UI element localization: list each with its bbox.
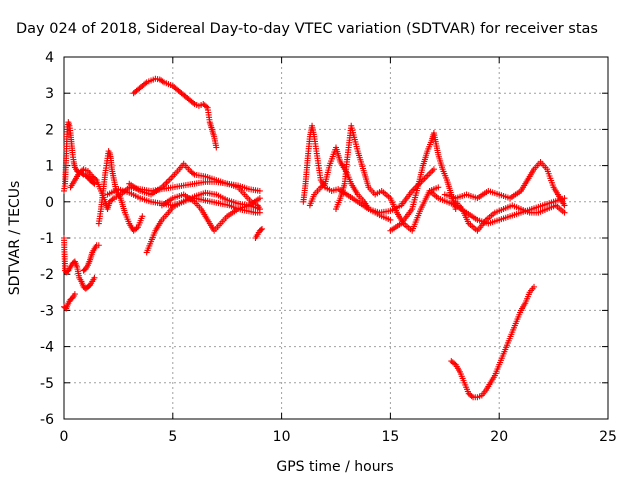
data-point bbox=[430, 166, 437, 173]
y-axis-label: SDTVAR / TECUs bbox=[7, 181, 23, 296]
series-arc-n bbox=[306, 144, 394, 223]
series-arc-p bbox=[387, 130, 459, 234]
y-tick-label: -6 bbox=[40, 412, 54, 428]
data-point bbox=[213, 144, 220, 151]
series-arc-j bbox=[61, 291, 78, 312]
data-point bbox=[259, 225, 266, 232]
series-arc-a bbox=[61, 119, 98, 194]
data-point bbox=[139, 213, 146, 220]
data-point bbox=[257, 226, 264, 233]
x-tick-label: 25 bbox=[599, 429, 617, 445]
y-tick-label: -5 bbox=[40, 376, 54, 392]
data-point bbox=[435, 184, 442, 191]
y-tick-label: 1 bbox=[45, 159, 54, 175]
y-tick-label: 0 bbox=[45, 195, 54, 211]
tick-labels: 0 5 10 15 20 25 -6 -5 -4 -3 -2 -1 0 1 2 3 4 bbox=[40, 50, 617, 445]
y-tick-label: -4 bbox=[40, 340, 54, 356]
y-tick-label: 3 bbox=[45, 86, 54, 102]
series-arc-h bbox=[252, 225, 266, 241]
data-point bbox=[561, 209, 568, 216]
x-axis-label: GPS time / hours bbox=[276, 459, 393, 475]
data-point bbox=[95, 242, 102, 249]
data-point bbox=[531, 283, 538, 290]
x-tick-label: 15 bbox=[381, 429, 399, 445]
data-point bbox=[256, 187, 263, 194]
series-arc-l bbox=[130, 75, 220, 151]
y-tick-label: 2 bbox=[45, 122, 54, 138]
series-arc-o bbox=[333, 122, 442, 234]
data-point bbox=[387, 216, 394, 223]
y-tick-label: -2 bbox=[40, 267, 54, 283]
series-arc-i bbox=[61, 235, 98, 292]
y-tick-label: -3 bbox=[40, 303, 54, 319]
grid bbox=[64, 57, 608, 419]
chart-title: Day 024 of 2018, Sidereal Day-to-day VTE… bbox=[16, 21, 598, 37]
series-arc-e bbox=[126, 160, 263, 213]
series-arc-r bbox=[441, 158, 568, 209]
data-point bbox=[91, 274, 98, 281]
series-arc-t bbox=[448, 283, 538, 401]
x-tick-label: 10 bbox=[273, 429, 291, 445]
series-arc-k bbox=[80, 242, 102, 274]
y-tick-label: 4 bbox=[45, 50, 54, 66]
x-tick-label: 20 bbox=[490, 429, 508, 445]
x-tick-label: 0 bbox=[60, 429, 69, 445]
y-tick-label: -1 bbox=[40, 231, 54, 247]
x-tick-label: 5 bbox=[168, 429, 177, 445]
data-marks bbox=[61, 75, 568, 401]
series-arc-s bbox=[452, 198, 568, 234]
data-point bbox=[256, 209, 263, 216]
data-point bbox=[256, 195, 263, 202]
data-point bbox=[91, 180, 98, 187]
data-point bbox=[71, 291, 78, 298]
data-point bbox=[561, 202, 568, 209]
series-arc-g bbox=[158, 191, 263, 234]
